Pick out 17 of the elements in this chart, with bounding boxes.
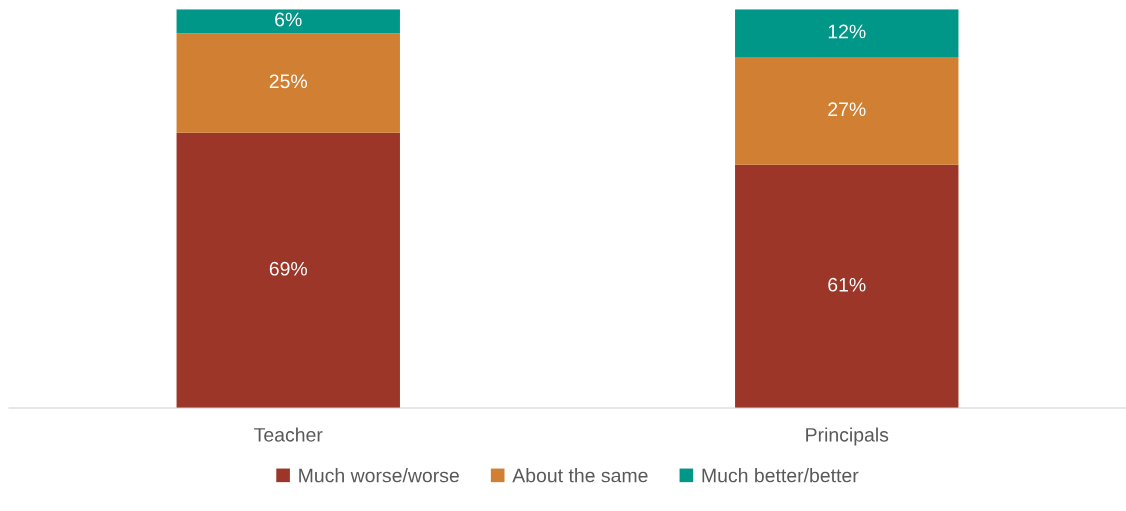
bar xyxy=(176,132,400,408)
bar xyxy=(735,57,959,165)
x-tick-label: Principals xyxy=(806,427,889,446)
legend-label: About the same xyxy=(512,468,648,483)
legend-label: Much better/better xyxy=(702,468,859,483)
x-tick-label: Teacher xyxy=(254,427,323,442)
legend-label: Much worse/worse xyxy=(299,468,459,483)
bar xyxy=(735,9,959,58)
bar xyxy=(176,33,400,133)
data-label: 61% xyxy=(828,277,866,292)
data-label: 6% xyxy=(275,12,302,27)
bar xyxy=(176,9,400,34)
data-label: 69% xyxy=(269,261,308,276)
bar xyxy=(735,164,959,408)
data-label: 12% xyxy=(828,24,866,39)
data-label: 25% xyxy=(269,74,308,89)
data-label: 27% xyxy=(828,102,866,117)
